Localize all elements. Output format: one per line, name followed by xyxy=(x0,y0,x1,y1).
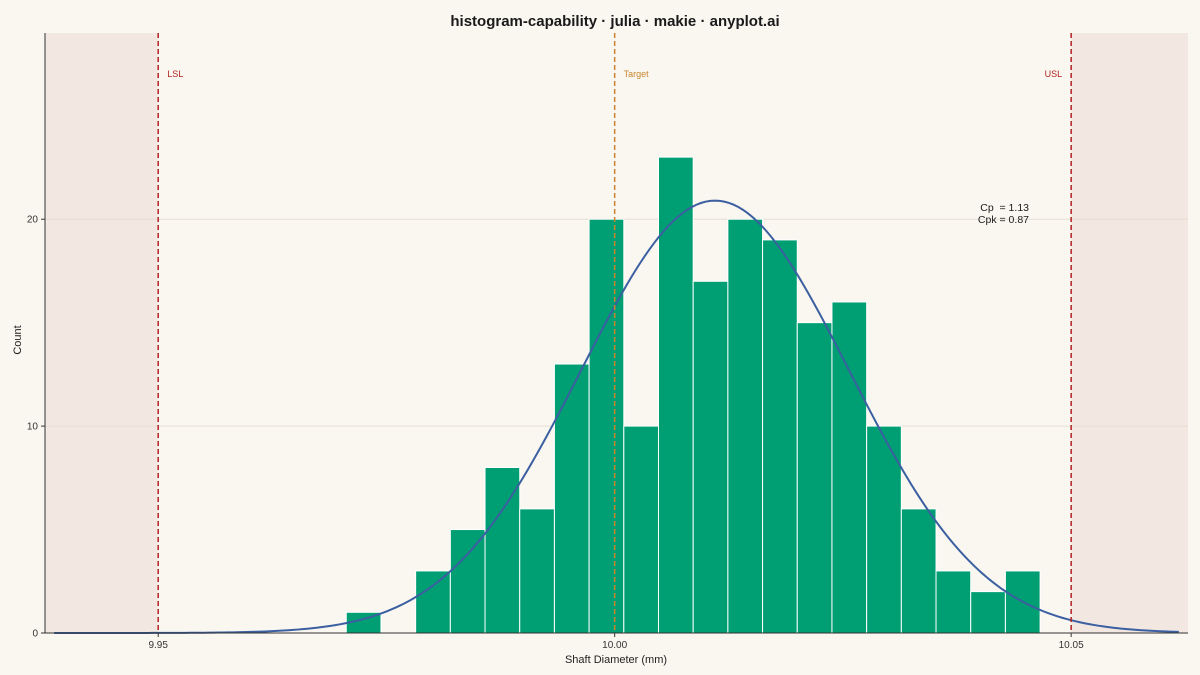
histogram-bar xyxy=(866,425,902,634)
histogram-bar xyxy=(727,218,764,634)
histogram-bar xyxy=(657,156,694,634)
histogram-bar xyxy=(588,218,625,634)
tick-labels: 9.95 10.00 10.05 0 10 20 xyxy=(27,215,1084,651)
x-tick-label: 10.00 xyxy=(602,640,627,651)
lsl-out-of-spec-region xyxy=(45,33,159,633)
usl-out-of-spec-region xyxy=(1071,33,1188,633)
cp-value: Cp = 1.13 xyxy=(980,202,1029,214)
y-tick-label: 0 xyxy=(32,629,38,640)
chart-title: histogram-capability · julia · makie · a… xyxy=(450,13,779,30)
histogram-bar xyxy=(553,363,590,634)
x-axis-title: Shaft Diameter (mm) xyxy=(565,654,667,666)
histogram-bar xyxy=(484,466,521,634)
y-tick-label: 20 xyxy=(27,215,39,226)
histogram-bar xyxy=(415,570,451,634)
target-label: Target xyxy=(624,69,650,79)
x-tick-label: 10.05 xyxy=(1059,640,1084,651)
y-axis-title: Count xyxy=(12,325,24,354)
axes xyxy=(41,33,1188,637)
normal-curve-group xyxy=(54,199,1179,634)
histogram-bar xyxy=(935,570,972,634)
out-of-spec-regions xyxy=(45,33,1188,633)
histogram-bar xyxy=(692,280,729,634)
histogram-bar xyxy=(449,529,486,634)
histogram-bars xyxy=(345,156,1041,634)
histogram-bar xyxy=(519,508,555,634)
y-tick-label: 10 xyxy=(27,422,39,433)
usl-label: USL xyxy=(1045,69,1063,79)
spec-limit-lines: LSL Target USL xyxy=(157,33,1072,633)
histogram-bar xyxy=(900,508,937,634)
histogram-bar xyxy=(970,591,1006,634)
histogram-bar xyxy=(762,239,798,634)
normal-distribution-curve xyxy=(54,199,1179,634)
lsl-label: LSL xyxy=(167,69,183,79)
histogram-bar xyxy=(796,322,833,634)
x-tick-label: 9.95 xyxy=(148,640,168,651)
cpk-value: Cpk = 0.87 xyxy=(978,214,1029,226)
histogram-bar xyxy=(831,301,868,634)
histogram-bar xyxy=(623,425,659,634)
